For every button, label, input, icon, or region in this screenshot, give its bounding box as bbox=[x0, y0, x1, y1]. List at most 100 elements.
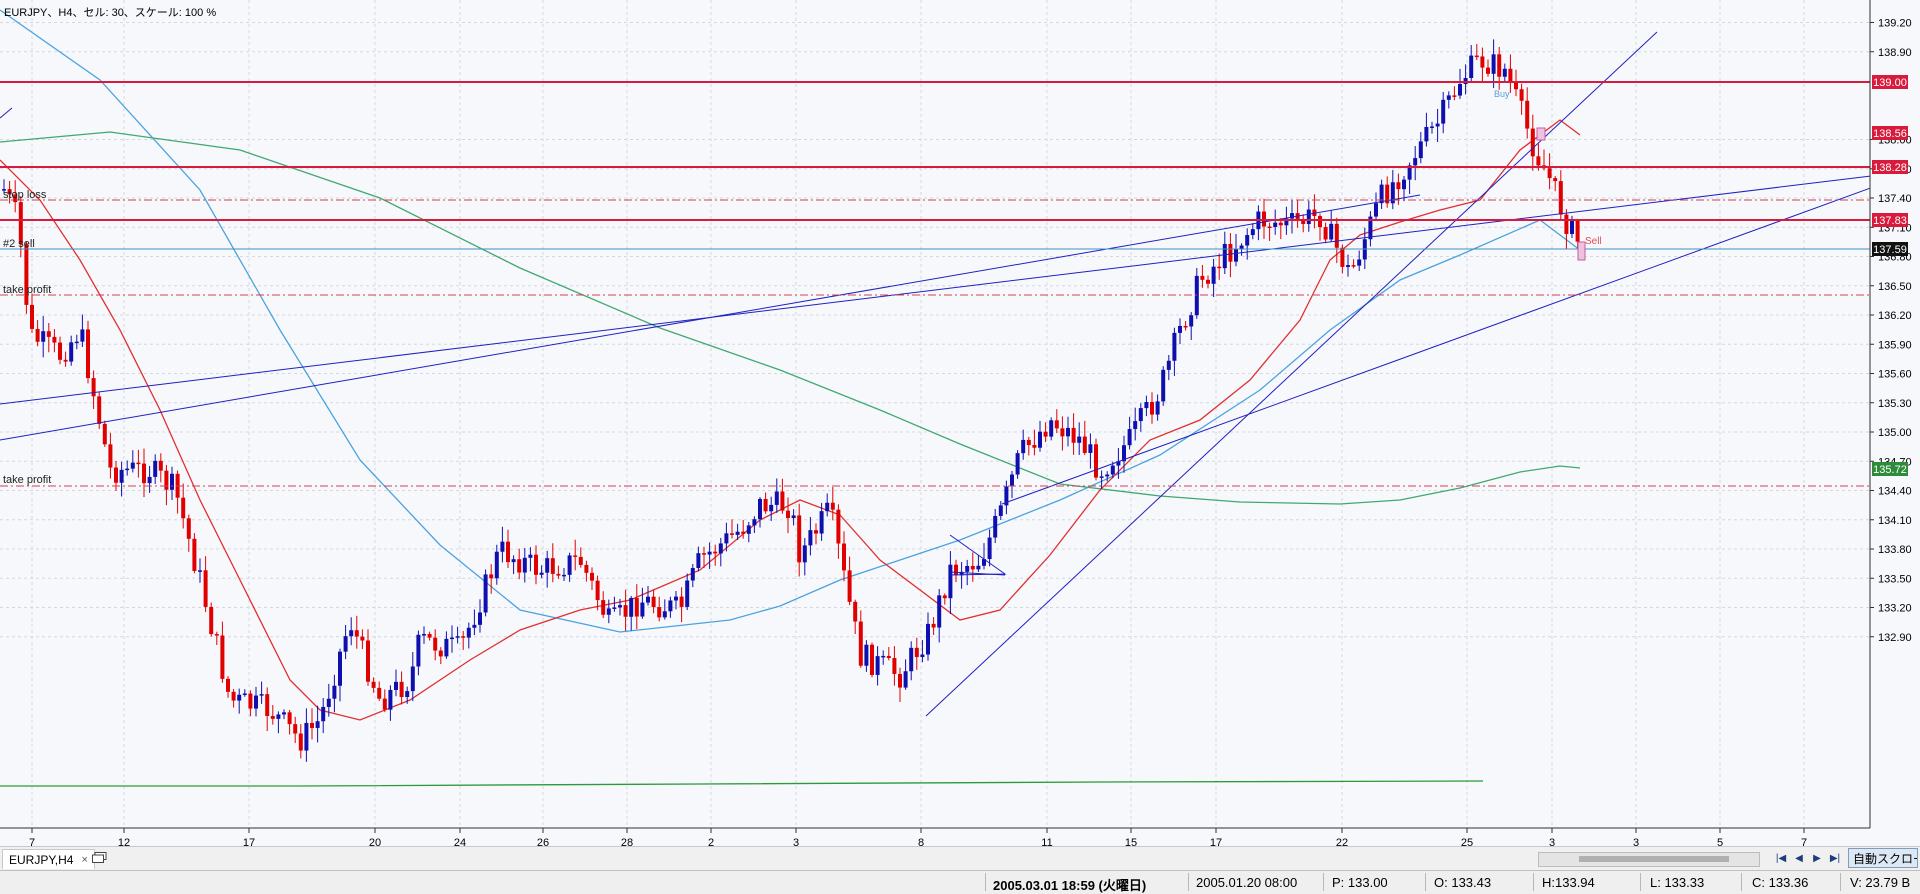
candle-body bbox=[886, 655, 891, 658]
price-tick-label: 135.60 bbox=[1878, 369, 1912, 381]
candle-body bbox=[1502, 68, 1507, 77]
auto-scroll-label: 自動スクロール bbox=[1853, 851, 1917, 866]
candle-body bbox=[1452, 95, 1457, 97]
candle-body bbox=[192, 538, 197, 571]
first-page-icon[interactable]: |◀ bbox=[1775, 853, 1787, 864]
candle-body bbox=[69, 342, 74, 362]
candle-body bbox=[808, 530, 813, 546]
candle-body bbox=[601, 600, 606, 615]
candle-body bbox=[1155, 401, 1160, 415]
candle-body bbox=[819, 511, 824, 534]
candle-body bbox=[405, 691, 410, 698]
trend-lines[interactable] bbox=[0, 31, 1871, 717]
price-tick-label: 133.50 bbox=[1878, 573, 1912, 585]
candle-body bbox=[1099, 476, 1104, 478]
candle-body bbox=[679, 596, 684, 607]
trend-line[interactable] bbox=[1001, 187, 1871, 505]
date-tick-label: 7 bbox=[1801, 837, 1807, 846]
moving-averages bbox=[0, 9, 1581, 787]
candle-body bbox=[506, 541, 510, 563]
candle-body bbox=[1469, 55, 1474, 78]
candle-body bbox=[853, 601, 858, 622]
price-tag-label: 135.72 bbox=[1873, 464, 1907, 476]
price-tick-label: 135.90 bbox=[1878, 339, 1912, 351]
candle-body bbox=[326, 698, 331, 707]
candle-body bbox=[1290, 213, 1294, 219]
candle-body bbox=[1480, 56, 1485, 68]
horizontal-scrollbar[interactable] bbox=[1538, 852, 1760, 867]
candle-body bbox=[640, 602, 645, 617]
candle-body bbox=[1189, 315, 1194, 327]
candle-body bbox=[1200, 275, 1205, 280]
chart-window[interactable]: 139.20138.90138.00137.70137.40137.10136.… bbox=[0, 0, 1920, 846]
price-tag-label: 137.59 bbox=[1873, 244, 1907, 256]
price-levels[interactable] bbox=[0, 81, 1870, 487]
date-tick-label: 5 bbox=[1717, 837, 1723, 846]
trend-line[interactable] bbox=[0, 194, 1421, 441]
candle-body bbox=[1357, 259, 1362, 266]
ma-long-line bbox=[0, 780, 1484, 787]
candle-body bbox=[74, 341, 79, 344]
candle-body bbox=[1441, 99, 1446, 124]
candle-body bbox=[825, 502, 830, 512]
candle-body bbox=[7, 189, 12, 195]
auto-scroll-button[interactable]: 自動スクロール bbox=[1848, 848, 1918, 868]
window-icon[interactable] bbox=[92, 852, 107, 863]
sell-arrow-marker bbox=[1536, 127, 1546, 141]
candle-body bbox=[595, 580, 600, 601]
candle-body bbox=[433, 637, 438, 651]
candle-body bbox=[612, 607, 617, 609]
candle-body bbox=[489, 574, 494, 579]
candle-body bbox=[954, 564, 958, 576]
trend-line[interactable] bbox=[0, 175, 1871, 405]
plot-area[interactable] bbox=[0, 0, 1870, 828]
close-icon[interactable]: × bbox=[81, 853, 88, 866]
price-tick-label: 137.40 bbox=[1878, 193, 1912, 205]
price-chart[interactable]: 139.20138.90138.00137.70137.40137.10136.… bbox=[0, 0, 1920, 846]
candle-body bbox=[718, 543, 723, 554]
candle-body bbox=[629, 598, 634, 617]
candle-body bbox=[130, 462, 135, 469]
candle-body bbox=[746, 525, 751, 534]
candle-body bbox=[86, 329, 90, 379]
scrollbar-thumb[interactable] bbox=[1579, 856, 1729, 862]
candle-body bbox=[164, 470, 169, 490]
candle-body bbox=[623, 605, 628, 617]
candle-body bbox=[898, 673, 902, 688]
date-tick-label: 3 bbox=[1633, 837, 1639, 846]
chart-header: EURJPY、H4、セル: 30、スケール: 100 % bbox=[4, 6, 216, 19]
candle-body bbox=[836, 509, 841, 544]
candle-body bbox=[1178, 325, 1182, 333]
candle-body bbox=[646, 596, 650, 603]
candle-body bbox=[1486, 67, 1490, 74]
candle-body bbox=[1491, 54, 1496, 74]
candle-body bbox=[1172, 332, 1177, 361]
candle-body bbox=[1144, 402, 1149, 409]
trend-line[interactable] bbox=[925, 31, 1658, 717]
candle-body bbox=[394, 681, 398, 690]
candle-body bbox=[349, 630, 354, 637]
price-tick-label: 136.50 bbox=[1878, 281, 1912, 293]
tab-eurjpy-h4[interactable]: EURJPY,H4 × bbox=[2, 849, 95, 869]
last-page-icon[interactable]: ▶| bbox=[1829, 853, 1841, 864]
candle-body bbox=[270, 715, 275, 719]
candle-body bbox=[1110, 465, 1115, 475]
candle-body bbox=[1558, 181, 1563, 215]
candle-body bbox=[1407, 165, 1412, 180]
candle-body bbox=[1497, 54, 1502, 77]
candle-body bbox=[1194, 275, 1199, 316]
next-icon[interactable]: ▶ bbox=[1813, 853, 1821, 864]
candle-body bbox=[119, 469, 124, 483]
candle-body bbox=[388, 689, 393, 710]
candle-body bbox=[1026, 439, 1031, 446]
triangle-drawing[interactable] bbox=[949, 534, 1007, 576]
candle-body bbox=[265, 694, 270, 716]
candle-body bbox=[545, 558, 550, 573]
order-label-take-profit_2: take profit bbox=[3, 474, 51, 486]
candle-body bbox=[702, 553, 706, 555]
price-tag-label: 138.56 bbox=[1873, 128, 1907, 140]
candle-body bbox=[758, 498, 762, 520]
prev-icon[interactable]: ◀ bbox=[1795, 853, 1803, 864]
candle-body bbox=[259, 694, 264, 696]
candle-body bbox=[1150, 402, 1154, 415]
